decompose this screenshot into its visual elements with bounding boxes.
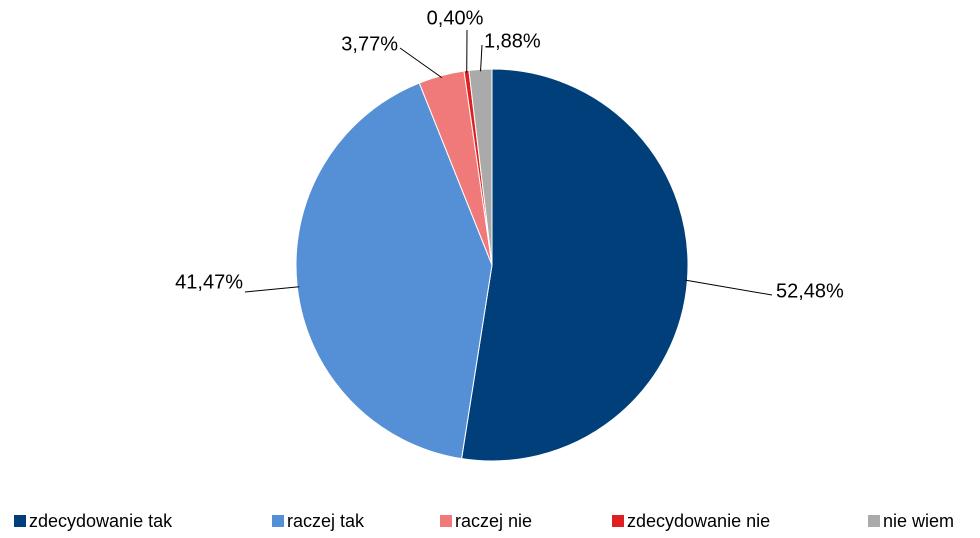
legend-label: zdecydowanie tak <box>29 511 173 531</box>
data-label: 52,48% <box>776 280 844 302</box>
data-label: 41,47% <box>175 271 243 293</box>
leader-line <box>245 287 299 292</box>
legend-label: nie wiem <box>883 511 954 531</box>
legend-label: zdecydowanie nie <box>627 511 770 531</box>
legend-swatch <box>440 515 452 527</box>
legend-swatch <box>868 515 880 527</box>
legend-swatch <box>612 515 624 527</box>
legend-label: raczej nie <box>455 511 532 531</box>
legend-swatch <box>272 515 284 527</box>
data-label: 0,40% <box>427 7 484 29</box>
data-label: 1,88% <box>484 30 541 52</box>
leader-line <box>685 280 772 295</box>
legend-swatch <box>14 515 26 527</box>
pie-slice <box>462 69 688 461</box>
data-label: 3,77% <box>341 33 398 55</box>
leader-line <box>400 48 442 78</box>
leader-line <box>481 45 482 71</box>
legend-label: raczej tak <box>287 511 365 531</box>
